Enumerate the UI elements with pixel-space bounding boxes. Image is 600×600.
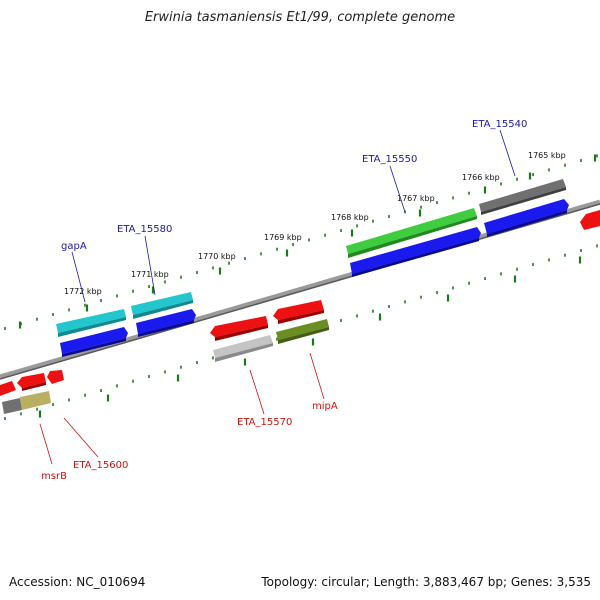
gene-forward-cyan-1[interactable] [56, 309, 126, 337]
ruler-label-1765: 1765 kbp [528, 151, 566, 160]
gene-reverse-khaki[interactable] [20, 391, 51, 410]
gene-label-msrb: msrB [41, 471, 67, 482]
gene-label-eta-15580: ETA_15580 [117, 224, 172, 235]
gene-label-eta-15570: ETA_15570 [237, 417, 292, 428]
ruler-label-1768: 1768 kbp [331, 213, 369, 222]
gene-reverse-red-2[interactable] [273, 300, 324, 324]
gene-label-eta-15550: ETA_15550 [362, 154, 417, 165]
gene-label-gapa: gapA [61, 241, 87, 252]
gene-forward-blue-3[interactable] [350, 227, 481, 277]
ruler-label-1769: 1769 kbp [264, 233, 302, 242]
gene-label-eta-15540: ETA_15540 [472, 119, 527, 130]
gene-forward-blue-2[interactable] [136, 309, 196, 337]
gene-reverse-red-edge[interactable] [580, 210, 600, 230]
gene-forward-gray[interactable] [479, 179, 566, 215]
gene-reverse-red-5[interactable] [47, 370, 64, 384]
gene-label-eta-15600: ETA_15600 [73, 460, 128, 471]
gene-reverse-red-1[interactable] [210, 316, 268, 341]
ruler-label-1770: 1770 kbp [198, 252, 236, 261]
label-leaders [39, 129, 516, 465]
gene-forward-green[interactable] [346, 208, 477, 258]
gene-reverse-red-3[interactable] [0, 381, 16, 396]
gene-reverse-gray-light[interactable] [213, 335, 273, 362]
map-title: Erwinia tasmaniensis Et1/99, complete ge… [144, 10, 456, 25]
accession-text: Accession: NC_010694 [9, 575, 146, 589]
gene-label-mipa: mipA [312, 401, 338, 412]
ruler-label-1772: 1772 kbp [64, 287, 102, 296]
gene-reverse-gray-dark[interactable] [2, 398, 22, 414]
ruler-label-1771: 1771 kbp [131, 270, 169, 279]
tick-marks [4, 154, 598, 421]
ruler-label-1766: 1766 kbp [462, 173, 500, 182]
topology-text: Topology: circular; Length: 3,883,467 bp… [261, 575, 591, 589]
gene-forward-blue-4[interactable] [484, 199, 569, 237]
gene-reverse-olive[interactable] [276, 319, 329, 344]
gene-forward-blue-1[interactable] [60, 327, 128, 357]
gene-forward-cyan-2[interactable] [131, 292, 193, 319]
genome-backbone-shade [0, 203, 600, 380]
gene-reverse-red-4[interactable] [17, 373, 46, 391]
ruler-label-1767: 1767 kbp [397, 194, 435, 203]
